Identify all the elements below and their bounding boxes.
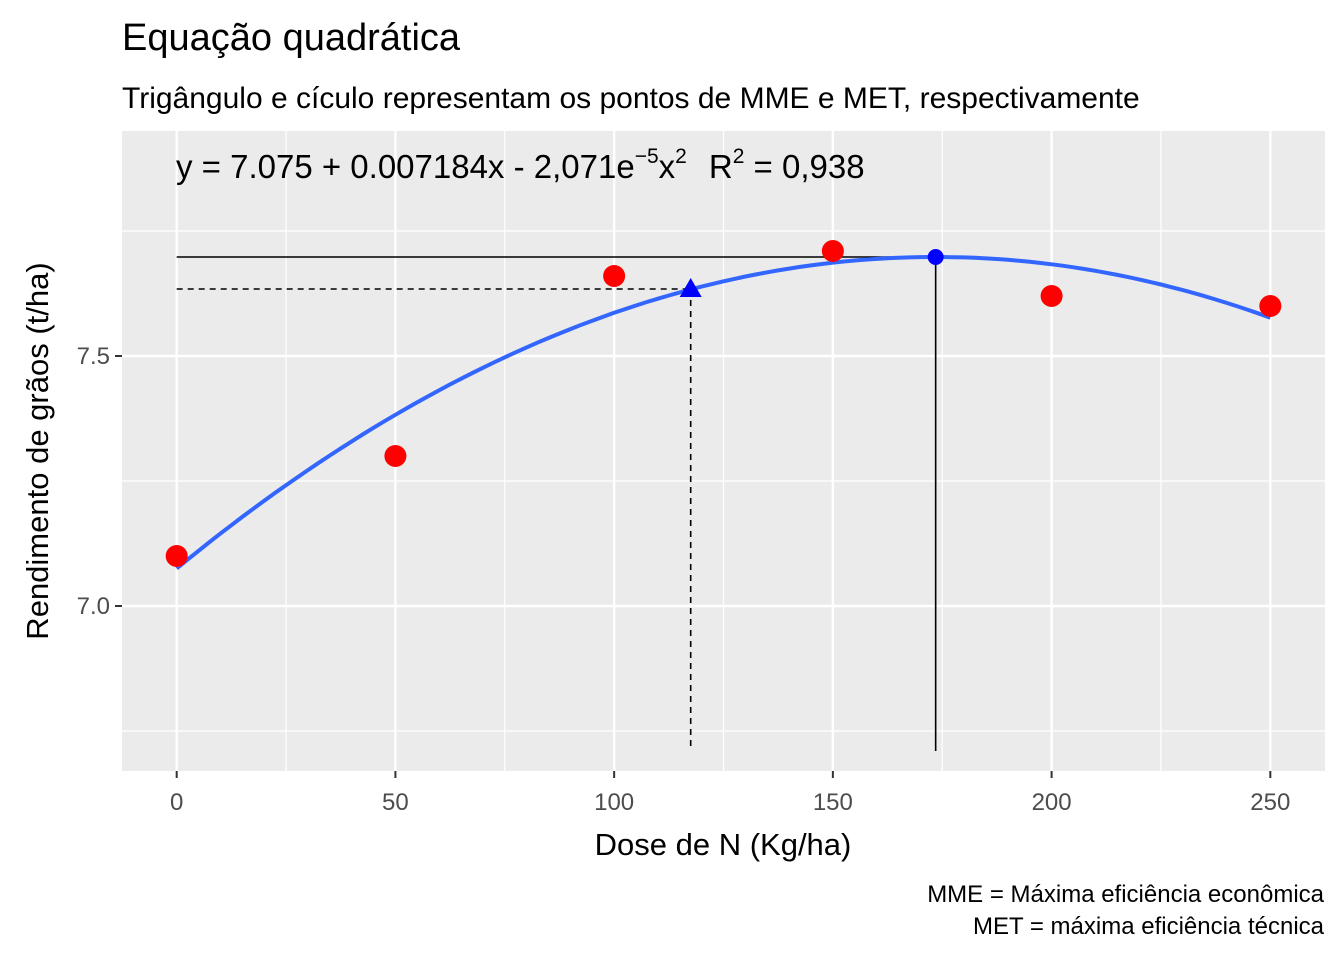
data-points xyxy=(165,240,1282,567)
data-point xyxy=(165,545,188,567)
x-tick-label: 50 xyxy=(382,789,409,816)
data-point xyxy=(384,445,407,467)
y-axis-label: Rendimento de grãos (t/ha) xyxy=(20,262,55,639)
caption-mme: MME = Máxima eficiência econômica xyxy=(927,881,1324,908)
data-point xyxy=(821,240,844,262)
x-axis-label: Dose de N (Kg/ha) xyxy=(595,827,852,862)
equation-exponent: −5 xyxy=(635,145,659,168)
fit-curve xyxy=(175,255,1271,571)
caption-met: MET = máxima eficiência técnica xyxy=(973,913,1325,940)
reference-lines xyxy=(176,256,937,751)
y-axis-ticks: 7.0 7.5 xyxy=(77,343,122,620)
x-tick-label: 100 xyxy=(594,789,634,816)
y-tick-label: 7.5 xyxy=(77,343,110,370)
x-tick-label: 150 xyxy=(813,789,853,816)
regression-equation: y = 7.075 + 0.007184x - 2,071e−5x2 R2 = 0… xyxy=(176,145,865,185)
equation-main: y = 7.075 + 0.007184x - 2,071e xyxy=(176,148,635,185)
x-axis-ticks: 0 50 100 150 200 250 xyxy=(170,771,1290,816)
equation-r-value: = 0,938 xyxy=(744,148,864,185)
equation-r-exponent: 2 xyxy=(733,145,745,168)
equation-x-exponent: 2 xyxy=(675,145,687,168)
x-tick-label: 250 xyxy=(1250,789,1290,816)
equation-r: R xyxy=(709,148,733,185)
mme-triangle-marker xyxy=(679,278,702,297)
data-point xyxy=(1040,285,1063,307)
y-tick-label: 7.0 xyxy=(77,593,110,620)
data-point xyxy=(1259,295,1282,317)
met-circle-marker xyxy=(927,249,944,265)
chart-title: Equação quadrática xyxy=(122,17,461,59)
chart-subtitle: Trigângulo e cículo representam os ponto… xyxy=(122,82,1140,115)
x-tick-label: 200 xyxy=(1032,789,1072,816)
data-point xyxy=(603,265,626,287)
equation-x-term: x xyxy=(659,148,676,185)
x-tick-label: 0 xyxy=(170,789,183,816)
